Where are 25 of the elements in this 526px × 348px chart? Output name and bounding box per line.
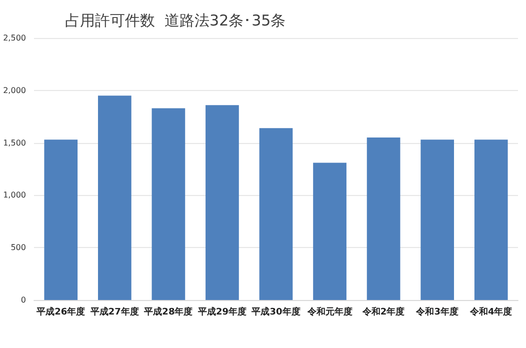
bar [98, 96, 132, 300]
bar [420, 140, 454, 300]
x-tick-label: 令和元年度 [306, 306, 352, 318]
bar [206, 105, 239, 300]
x-tick-label: 令和4年度 [468, 306, 512, 318]
x-tick-label: 平成26年度 [36, 306, 86, 318]
bar [474, 140, 508, 300]
bar [44, 140, 78, 300]
y-tick-label: 1,500 [3, 138, 26, 148]
x-tick-label: 平成28年度 [143, 306, 193, 318]
y-tick-label: 2,500 [3, 34, 26, 42]
x-tick-label: 平成29年度 [196, 306, 246, 318]
y-tick-label: 0 [20, 296, 26, 304]
bar [152, 108, 186, 300]
y-tick-label: 500 [10, 243, 26, 252]
y-tick-label: 1,000 [3, 190, 26, 200]
bar [313, 162, 346, 300]
y-tick-label: 2,000 [3, 86, 26, 95]
chart-title: 占用許可件数 道路法32条･35条 [65, 12, 286, 30]
x-tick-label: 令和3年度 [415, 306, 458, 318]
x-tick-label: 平成30年度 [250, 306, 300, 318]
x-tick-label: 令和2年度 [361, 306, 405, 318]
bar [366, 138, 400, 300]
x-tick-label: 平成27年度 [89, 306, 139, 318]
bar [259, 128, 293, 300]
